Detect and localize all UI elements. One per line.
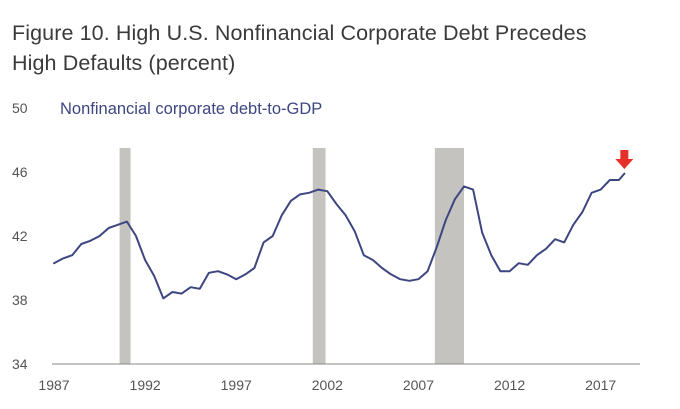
y-axis-ticks: 50 46 42 38 34 — [12, 100, 28, 372]
x-tick-label: 2007 — [403, 377, 434, 393]
chart-title-line-1: Figure 10. High U.S. Nonfinancial Corpor… — [12, 21, 587, 45]
series-label: Nonfinancial corporate debt-to-GDP — [60, 100, 322, 118]
x-tick-label: 1992 — [130, 377, 161, 393]
chart-title-line-2: High Defaults (percent) — [12, 51, 236, 75]
y-tick-label: 46 — [12, 164, 28, 180]
x-axis-ticks: 1987 1992 1997 2002 2007 2012 2017 — [38, 377, 616, 393]
recession-bands — [119, 148, 464, 364]
y-tick-label: 38 — [12, 292, 28, 308]
x-tick-label: 2017 — [585, 377, 616, 393]
recession-band-1 — [119, 148, 131, 364]
x-tick-label: 2012 — [494, 377, 525, 393]
x-tick-label: 2002 — [312, 377, 343, 393]
chart-title: Figure 10. High U.S. Nonfinancial Corpor… — [12, 18, 672, 78]
y-tick-label: 50 — [12, 100, 28, 116]
recession-band-3 — [434, 148, 464, 364]
down-arrow-icon — [615, 150, 634, 169]
x-tick-label: 1987 — [38, 377, 69, 393]
recession-band-2 — [312, 148, 326, 364]
y-tick-label: 42 — [12, 228, 28, 244]
debt-to-gdp-line — [53, 172, 626, 300]
y-tick-label: 34 — [12, 356, 28, 372]
x-tick-label: 1997 — [221, 377, 252, 393]
